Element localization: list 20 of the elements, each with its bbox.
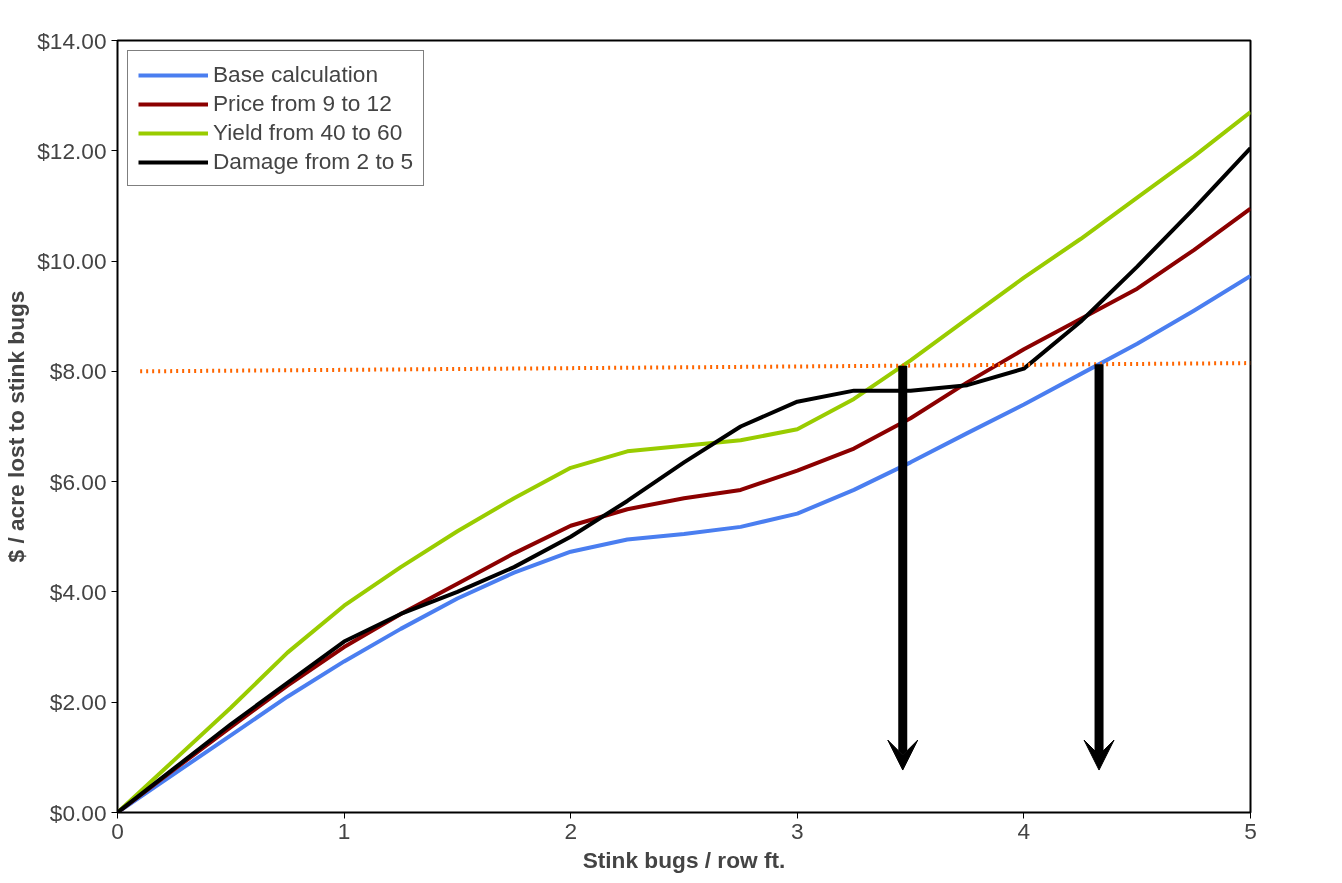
y-tick-label: $8.00 <box>49 358 107 385</box>
y-tick-label: $2.00 <box>49 689 107 716</box>
y-tick-label: $12.00 <box>37 137 107 164</box>
legend-label: Yield from 40 to 60 <box>213 119 403 146</box>
legend-label: Base calculation <box>213 61 378 88</box>
x-tick-label: 4 <box>1017 817 1031 844</box>
legend-label: Damage from 2 to 5 <box>213 148 414 175</box>
x-tick-label: 0 <box>111 817 124 844</box>
x-tick-label: 1 <box>337 817 351 844</box>
x-tick-label: 2 <box>564 817 578 844</box>
y-tick-label: $14.00 <box>37 27 107 54</box>
y-tick-label: $4.00 <box>49 578 107 605</box>
y-tick-label: $10.00 <box>37 248 107 275</box>
x-axis-title: Stink bugs / row ft. <box>582 846 786 873</box>
legend-label: Price from 9 to 12 <box>213 90 392 117</box>
y-axis-title: $ / acre lost to stink bugs <box>3 290 30 563</box>
y-tick-label: $0.00 <box>49 799 107 826</box>
x-tick-label: 3 <box>791 817 804 844</box>
x-tick-label: 5 <box>1244 817 1257 844</box>
y-tick-label: $6.00 <box>49 468 107 495</box>
